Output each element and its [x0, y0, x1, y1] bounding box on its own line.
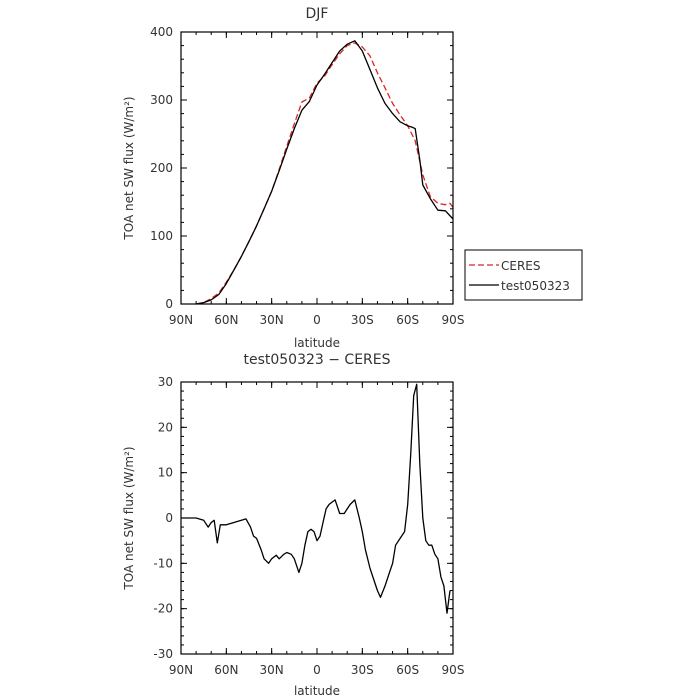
bottom-xtick-label: 60S: [396, 663, 419, 677]
bottom-series-line-diff: [181, 383, 451, 614]
bottom-ytick-label: -30: [153, 647, 173, 661]
top-xtick-label: 30S: [351, 313, 374, 327]
legend-box: [464, 249, 583, 301]
panel-top: DJF TOA net SW flux (W/m²) latitude 90N 6…: [122, 6, 583, 350]
bottom-xtick-label: 30N: [260, 663, 284, 677]
top-series-line-ceres: [195, 42, 454, 305]
bottom-ytick-label: 20: [158, 420, 173, 434]
bottom-xtick-label: 0: [313, 663, 321, 677]
bottom-ytick-label: 10: [158, 466, 173, 480]
bottom-ytick-label: 30: [158, 375, 173, 389]
top-ytick-label: 200: [150, 161, 173, 175]
top-ytick-label: 0: [165, 297, 173, 311]
top-ytick-label: 100: [150, 229, 173, 243]
top-ylabel: TOA net SW flux (W/m²): [122, 96, 136, 240]
bottom-plot-frame: [180, 381, 454, 655]
legend-label-ceres: CERES: [501, 259, 541, 273]
top-ytick-label: 300: [150, 93, 173, 107]
bottom-xlabel: latitude: [294, 684, 340, 698]
top-plot-frame: [180, 31, 454, 305]
top-xtick-label: 60S: [396, 313, 419, 327]
legend: CERES test050323: [464, 249, 583, 301]
bottom-ytick-label: -20: [153, 602, 173, 616]
top-xtick-label: 0: [313, 313, 321, 327]
top-xtick-label: 90S: [442, 313, 465, 327]
bottom-ylabel: TOA net SW flux (W/m²): [122, 446, 136, 590]
top-xtick-label: 60N: [214, 313, 238, 327]
bottom-xtick-label: 60N: [214, 663, 238, 677]
panel-bottom: test050323 − CERES TOA net SW flux (W/m²…: [122, 352, 464, 698]
top-ytick-label: 400: [150, 25, 173, 39]
bottom-xtick-label: 30S: [351, 663, 374, 677]
bottom-title: test050323 − CERES: [243, 352, 390, 368]
bottom-ytick-label: -10: [153, 556, 173, 570]
top-series-line-test050323: [195, 40, 454, 305]
top-xlabel: latitude: [294, 336, 340, 350]
top-title: DJF: [306, 6, 329, 22]
bottom-ytick-label: 0: [165, 511, 173, 525]
legend-label-test: test050323: [501, 279, 570, 293]
bottom-xtick-label: 90S: [442, 663, 465, 677]
bottom-xtick-label: 90N: [169, 663, 193, 677]
top-xtick-label: 90N: [169, 313, 193, 327]
top-xtick-label: 30N: [260, 313, 284, 327]
